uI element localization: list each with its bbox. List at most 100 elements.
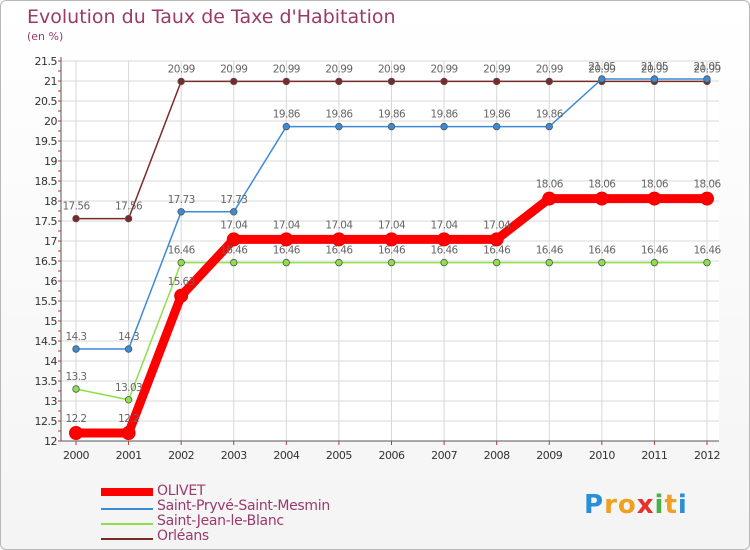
x-tick-label: 2001 bbox=[116, 449, 142, 462]
data-point bbox=[650, 75, 659, 83]
proxiti-logo: Proxiti bbox=[584, 490, 688, 520]
data-label: 16.46 bbox=[483, 245, 511, 257]
data-point bbox=[282, 77, 291, 86]
data-point bbox=[594, 191, 609, 206]
x-tick-label: 2006 bbox=[379, 449, 405, 462]
data-labels: 17.56 17.56 20.99 20.99 20.99 20.99 20.99 20.99… bbox=[62, 61, 722, 425]
data-label: 20.99 bbox=[378, 63, 405, 75]
legend-swatch bbox=[101, 508, 153, 510]
y-tick-label: 16 bbox=[44, 275, 57, 288]
x-tick-label: 2002 bbox=[168, 449, 194, 462]
data-label: 16.46 bbox=[273, 245, 301, 257]
x-tick-label: 2010 bbox=[589, 449, 615, 462]
legend-swatch bbox=[101, 538, 153, 540]
data-label: 17.04 bbox=[431, 219, 459, 231]
data-label: 19.86 bbox=[483, 109, 511, 121]
legend-swatch bbox=[101, 523, 153, 525]
data-label: 12.2 bbox=[66, 413, 87, 425]
data-label: 20.99 bbox=[641, 63, 668, 75]
data-point bbox=[72, 345, 80, 353]
x-tick-label: 2008 bbox=[484, 449, 510, 462]
data-point bbox=[230, 258, 238, 267]
data-point bbox=[174, 288, 189, 303]
data-point bbox=[545, 258, 553, 267]
x-tick-label: 2003 bbox=[221, 449, 247, 462]
data-point bbox=[72, 385, 80, 393]
y-tick-label: 19 bbox=[44, 155, 57, 168]
data-point bbox=[226, 232, 241, 247]
data-label: 20.99 bbox=[325, 63, 352, 75]
data-point bbox=[650, 258, 659, 267]
data-point bbox=[331, 232, 346, 247]
chart-title: Evolution du Taux de Taxe d'Habitation bbox=[27, 6, 396, 28]
data-point bbox=[384, 232, 399, 247]
data-point bbox=[440, 258, 448, 267]
data-label: 19.86 bbox=[536, 109, 564, 121]
logo-letter: o bbox=[617, 490, 637, 520]
logo-letter: t bbox=[664, 490, 678, 520]
data-label: 17.73 bbox=[220, 194, 247, 206]
data-label: 18.06 bbox=[641, 179, 669, 191]
data-point bbox=[282, 258, 291, 267]
x-tick-label: 2007 bbox=[431, 449, 457, 462]
data-label: 18.06 bbox=[588, 179, 616, 191]
data-point bbox=[437, 232, 452, 247]
data-label: 16.46 bbox=[220, 245, 248, 257]
data-label: 12.2 bbox=[118, 413, 139, 425]
data-point bbox=[703, 258, 711, 267]
y-tick-label: 15.5 bbox=[35, 295, 58, 308]
data-point bbox=[177, 258, 185, 267]
data-label: 17.04 bbox=[273, 219, 301, 231]
x-tick-label: 2012 bbox=[694, 449, 720, 462]
data-label: 17.73 bbox=[168, 194, 195, 206]
data-label: 20.99 bbox=[588, 63, 615, 75]
legend-label: Saint-Jean-le-Blanc bbox=[157, 513, 284, 529]
y-tick-label: 17 bbox=[44, 235, 57, 248]
y-tick-label: 20.5 bbox=[35, 95, 58, 108]
y-tick-label: 21 bbox=[44, 75, 57, 88]
data-label: 17.04 bbox=[325, 219, 353, 231]
y-tick-label: 17.5 bbox=[35, 215, 58, 228]
data-point bbox=[598, 258, 606, 267]
data-point bbox=[177, 77, 185, 86]
line-chart: 12 12.5 13 13.5 14 14.5 15 15.5 16 16.5 17 17.5 18 18… bbox=[35, 55, 723, 462]
data-point bbox=[440, 122, 448, 131]
data-label: 14.3 bbox=[66, 331, 87, 343]
data-label: 20.99 bbox=[220, 63, 247, 75]
data-point bbox=[492, 122, 501, 131]
y-tick-label: 19.5 bbox=[35, 135, 58, 148]
x-tick-label: 2000 bbox=[63, 449, 89, 462]
series-lines bbox=[69, 75, 714, 440]
data-label: 13.03 bbox=[115, 382, 142, 394]
data-point bbox=[177, 208, 185, 216]
data-point bbox=[124, 396, 133, 404]
data-label: 20.99 bbox=[693, 63, 720, 75]
data-point bbox=[124, 214, 133, 223]
data-label: 18.06 bbox=[693, 179, 721, 191]
data-point bbox=[335, 122, 343, 131]
data-label: 18.06 bbox=[536, 179, 564, 191]
data-point bbox=[440, 77, 448, 86]
data-label: 20.99 bbox=[431, 63, 458, 75]
y-tick-label: 13 bbox=[44, 395, 57, 408]
data-label: 16.46 bbox=[588, 245, 616, 257]
legend-swatch bbox=[101, 488, 153, 496]
data-label: 16.46 bbox=[693, 245, 721, 257]
data-point bbox=[282, 122, 291, 131]
logo-letter: i bbox=[654, 490, 665, 520]
data-label: 17.04 bbox=[220, 219, 248, 231]
data-point bbox=[545, 77, 553, 86]
data-label: 19.86 bbox=[273, 109, 301, 121]
data-label: 17.04 bbox=[483, 219, 511, 231]
x-tick-label: 2011 bbox=[641, 449, 667, 462]
data-label: 16.46 bbox=[378, 245, 406, 257]
data-label: 21.05 bbox=[693, 61, 720, 73]
data-point bbox=[69, 426, 83, 440]
data-point bbox=[72, 214, 80, 223]
legend-label: Saint-Pryvé-Saint-Mesmin bbox=[157, 498, 330, 514]
logo-letter: P bbox=[584, 490, 605, 520]
y-tick-label: 15 bbox=[44, 315, 57, 328]
data-point bbox=[703, 75, 711, 83]
data-label: 21.05 bbox=[641, 61, 668, 73]
